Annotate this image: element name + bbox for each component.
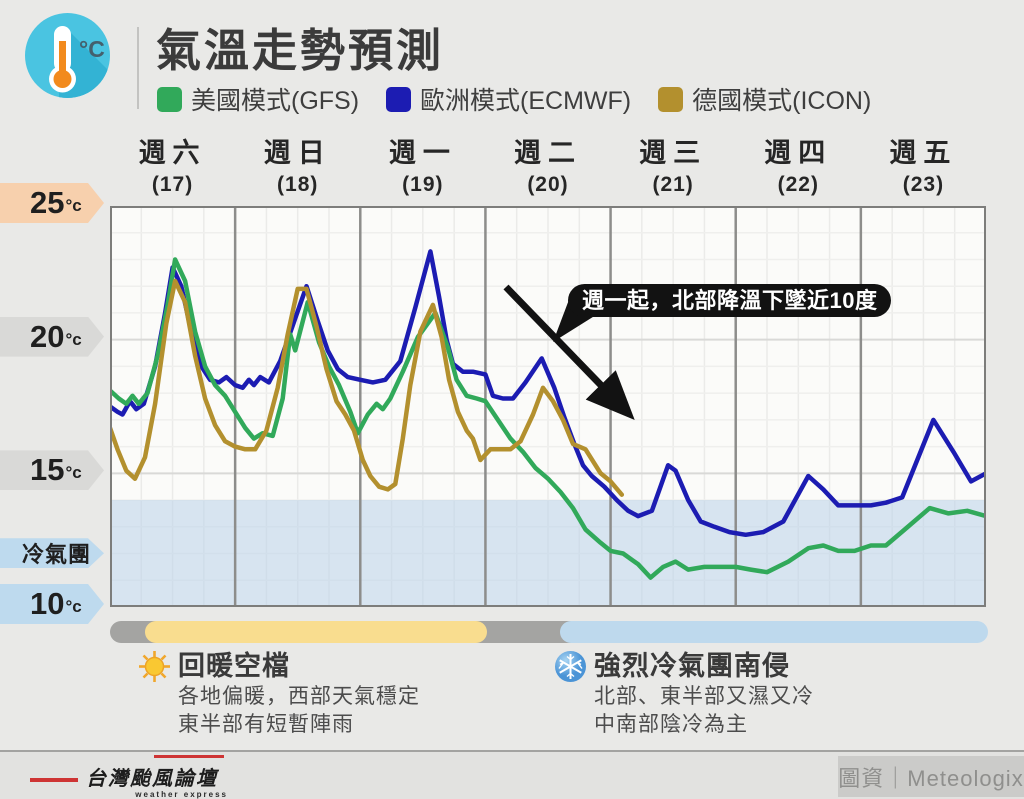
footer: 台灣颱風論壇 weather express 圖資｜Meteologix	[0, 750, 1024, 799]
series-line-2	[107, 278, 625, 497]
temperature-plot	[107, 206, 989, 607]
warm-note-line2: 東半部有短暫陣雨	[178, 713, 354, 736]
y-tag-25c: 25 °c	[0, 183, 104, 223]
day-header-2: 週一 (19)	[360, 131, 486, 197]
warm-note-title: 回暖空檔	[178, 651, 290, 681]
page-title: 氣溫走勢預測	[156, 25, 445, 76]
series-line-1	[107, 257, 989, 580]
day-name: 週二	[514, 138, 582, 168]
cold-note-title: 強烈冷氣團南侵	[594, 651, 790, 681]
svg-text:°C: °C	[79, 36, 105, 62]
y-tag-15c: 15 °c	[0, 450, 104, 490]
cold-air-band	[110, 500, 986, 607]
legend-item-2: 德國模式(ICON)	[658, 81, 871, 117]
legend-swatch	[386, 86, 412, 112]
day-header-5: 週四 (22)	[735, 131, 861, 197]
y-tag-10c: 10 °c	[0, 584, 104, 624]
day-name: 週六	[138, 138, 207, 168]
legend-label: 德國模式(ICON)	[692, 87, 872, 115]
day-date: (21)	[652, 173, 694, 196]
day-name: 週三	[639, 138, 708, 168]
y-tag-unit: °c	[65, 329, 82, 349]
y-tag-value: 15	[30, 452, 65, 488]
legend-label: 歐洲模式(ECMWF)	[420, 87, 632, 115]
y-tag-value: 25	[30, 185, 65, 220]
legend-item-0: 美國模式(GFS)	[157, 81, 359, 117]
snowflake-icon	[555, 651, 586, 682]
annotation-bubble: 週一起，北部降溫下墜近10度	[568, 284, 892, 317]
y-tag-cold-air-mass: 冷氣團	[0, 538, 104, 568]
brand-dash	[30, 777, 78, 782]
thermometer-icon: °C	[25, 13, 110, 98]
day-date: (18)	[277, 173, 319, 196]
y-tag-label: 冷氣團	[22, 542, 92, 568]
header-divider	[137, 27, 139, 109]
plot-border	[110, 206, 986, 607]
cold-note: 強烈冷氣團南侵 北部、東半部又濕又冷 中南部陰冷為主	[554, 649, 814, 739]
cold-note-line2: 中南部陰冷為主	[594, 713, 748, 736]
day-date: (19)	[402, 173, 444, 196]
y-tag-value: 20	[30, 318, 65, 354]
y-tag-value: 10	[30, 586, 65, 621]
y-tag-20c: 20 °c	[0, 317, 104, 357]
legend-item-1: 歐洲模式(ECMWF)	[386, 81, 631, 117]
day-name: 週五	[889, 138, 958, 168]
legend-swatch	[658, 86, 684, 112]
legend-swatch	[157, 86, 182, 112]
day-name: 週四	[764, 138, 833, 168]
y-tag-unit: °c	[65, 597, 82, 616]
credit-text: 圖資｜Meteologix	[838, 765, 1024, 791]
brand-topline	[154, 755, 224, 758]
day-header-6: 週五 (23)	[860, 131, 986, 197]
day-date: (17)	[151, 173, 194, 196]
day-header-3: 週二 (20)	[485, 131, 611, 197]
day-date: (22)	[777, 173, 819, 196]
legend-label: 美國模式(GFS)	[191, 87, 360, 115]
brand-subtitle: weather express	[135, 790, 228, 799]
sun-icon	[139, 651, 170, 682]
brand-logo: 台灣颱風論壇 weather express	[30, 755, 226, 799]
day-name: 週一	[388, 138, 457, 168]
brand-name: 台灣颱風論壇	[86, 768, 218, 790]
day-header-0: 週六 (17)	[110, 131, 236, 197]
legend: 美國模式(GFS) 歐洲模式(ECMWF) 德國模式(ICON)	[157, 81, 871, 117]
day-name: 週日	[263, 138, 332, 168]
y-tag-unit: °c	[65, 196, 82, 215]
cold-note-line1: 北部、東半部又濕又冷	[594, 685, 814, 708]
day-header-4: 週三 (21)	[610, 131, 736, 197]
day-header-1: 週日 (18)	[235, 131, 361, 197]
y-tag-unit: °c	[65, 463, 82, 483]
timeline-warm-bar	[145, 621, 487, 643]
day-date: (20)	[527, 173, 569, 196]
credit-box: 圖資｜Meteologix	[838, 756, 1024, 797]
warm-note-line1: 各地偏暖，西部天氣穩定	[178, 685, 420, 708]
day-date: (23)	[902, 173, 945, 196]
timeline-cold-bar	[560, 621, 988, 643]
warm-note: 回暖空檔 各地偏暖，西部天氣穩定 東半部有短暫陣雨	[138, 649, 420, 739]
